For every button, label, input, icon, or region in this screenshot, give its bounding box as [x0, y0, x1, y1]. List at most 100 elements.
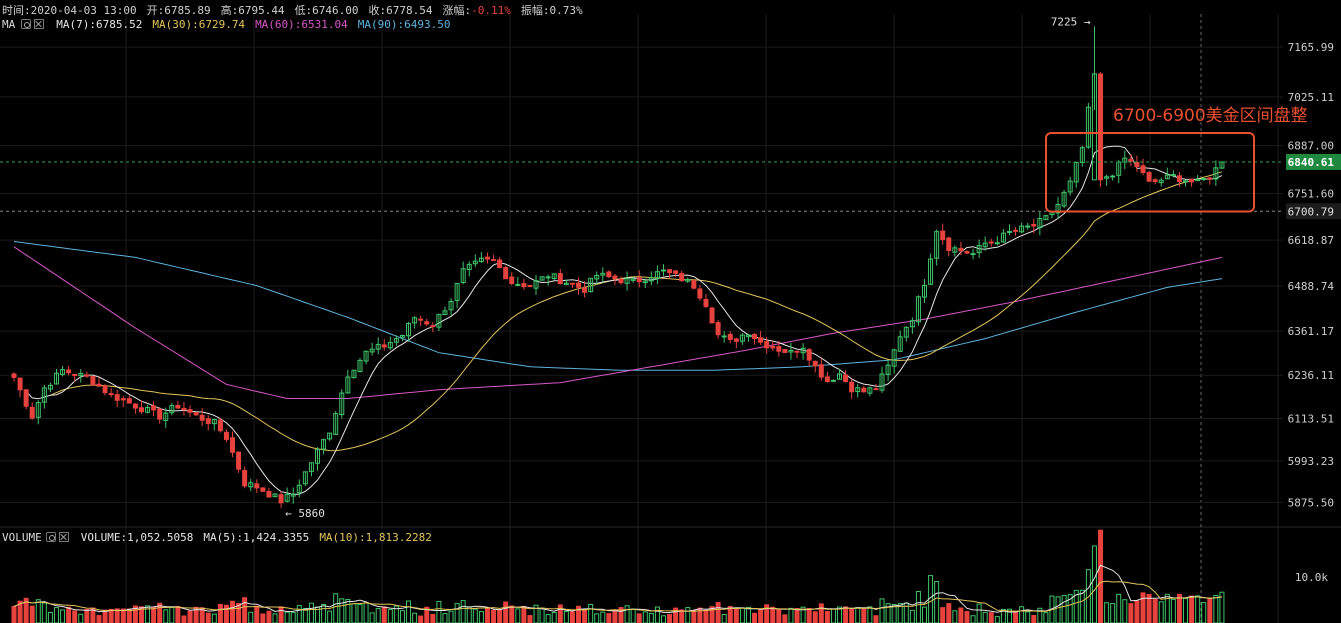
bullish-candle — [1073, 161, 1079, 183]
bullish-candle — [533, 280, 539, 289]
volume-bar — [752, 612, 758, 623]
volume-bar — [442, 613, 448, 623]
price-tick-label: 6887.00 — [1288, 140, 1334, 153]
bullish-candle — [406, 323, 412, 337]
volume-bar — [230, 600, 236, 623]
volume-bar — [739, 607, 745, 623]
ma-settings-icon[interactable] — [21, 19, 32, 29]
low-marker-label: ← 5860 — [285, 507, 325, 520]
high-marker-label: 7225 → — [1051, 15, 1091, 28]
bearish-candle — [29, 406, 35, 419]
volume-indicator-name: VOLUME — [2, 531, 42, 544]
consolidation-annotation: 6700-6900美金区间盘整 — [1113, 106, 1308, 126]
volume-bar — [648, 612, 654, 623]
bullish-candle — [321, 439, 327, 450]
volume-bar — [727, 605, 733, 623]
volume-bar — [642, 611, 648, 623]
volume-bar — [333, 593, 339, 623]
volume-bar — [812, 611, 818, 623]
bearish-candle — [114, 394, 120, 401]
volume-bar — [406, 600, 412, 623]
time-readout: 时间:2020-04-03 13:00 — [2, 4, 137, 17]
volume-bar — [399, 610, 405, 623]
volume-bar — [1189, 595, 1195, 623]
bearish-candle — [582, 287, 588, 293]
amplitude-readout: 振幅:0.73% — [520, 4, 583, 17]
volume-bar — [126, 608, 132, 623]
price-tick-label: 5993.23 — [1288, 455, 1334, 468]
volume-bar — [321, 604, 327, 623]
candles — [11, 26, 1225, 508]
bullish-candle — [436, 313, 442, 328]
volume-bar — [588, 604, 594, 623]
bullish-candle — [970, 253, 976, 256]
volume-bar — [630, 608, 636, 623]
bearish-candle — [1128, 159, 1134, 162]
volume-bar — [78, 613, 84, 623]
bearish-candle — [988, 241, 994, 244]
volume-bar — [278, 606, 284, 623]
bearish-candle — [157, 408, 163, 420]
bearish-candle — [812, 360, 818, 367]
volume-close-icon[interactable] — [58, 532, 69, 542]
bullish-candle — [739, 334, 745, 342]
low-readout: 低:6746.00 — [294, 4, 359, 17]
volume-bar — [606, 613, 612, 623]
bearish-candle — [126, 398, 132, 404]
bullish-candle — [648, 277, 654, 282]
volume-bar — [703, 609, 709, 623]
bearish-candle — [230, 437, 236, 453]
ma-close-icon[interactable] — [34, 19, 45, 29]
volume-bar — [497, 608, 503, 623]
bullish-candle — [357, 359, 363, 373]
bearish-candle — [108, 393, 114, 396]
bearish-candle — [430, 325, 436, 328]
volume-bar — [958, 607, 964, 623]
volume-bar — [679, 609, 685, 623]
volume-bar — [527, 615, 533, 623]
volume-bar — [1201, 602, 1207, 623]
bearish-candle — [193, 412, 199, 416]
bullish-candle — [1085, 106, 1091, 148]
bullish-candle — [1195, 179, 1201, 182]
volume-bar — [934, 581, 940, 623]
volume-bar — [169, 607, 175, 623]
volume-bar — [909, 609, 915, 623]
volume-bar — [418, 615, 424, 623]
volume-bar — [1140, 592, 1146, 623]
volume-settings-icon[interactable] — [45, 532, 56, 542]
bullish-candle — [642, 280, 648, 284]
bearish-candle — [175, 404, 181, 409]
volume-bar — [1104, 602, 1110, 623]
volume-bar — [375, 608, 381, 623]
bearish-candle — [424, 321, 430, 325]
volume-bar — [41, 602, 47, 623]
volume-bar — [994, 616, 1000, 623]
bearish-candle — [484, 256, 490, 260]
price-tick-label: 6751.60 — [1288, 187, 1334, 200]
bearish-candle — [503, 267, 509, 280]
bullish-candle — [35, 401, 41, 418]
bearish-candle — [418, 318, 424, 321]
volume-bar — [272, 613, 278, 623]
bearish-candle — [1031, 223, 1037, 227]
volume-bar — [885, 603, 891, 623]
bearish-candle — [509, 276, 515, 284]
volume-bar — [187, 610, 193, 623]
volume-bar — [970, 615, 976, 623]
bullish-candle — [721, 335, 727, 338]
volume-bar — [1091, 545, 1097, 623]
bearish-candle — [217, 419, 223, 432]
bearish-candle — [1207, 177, 1213, 180]
volume-bar — [1213, 594, 1219, 623]
volume-bar — [181, 615, 187, 623]
bearish-candle — [90, 376, 96, 386]
bearish-candle — [679, 273, 685, 282]
volume-bar — [60, 609, 66, 623]
volume-bar — [660, 615, 666, 623]
bearish-candle — [96, 383, 102, 387]
volume-bar — [254, 605, 260, 623]
volume-bar — [1134, 600, 1140, 623]
bearish-candle — [752, 333, 758, 340]
